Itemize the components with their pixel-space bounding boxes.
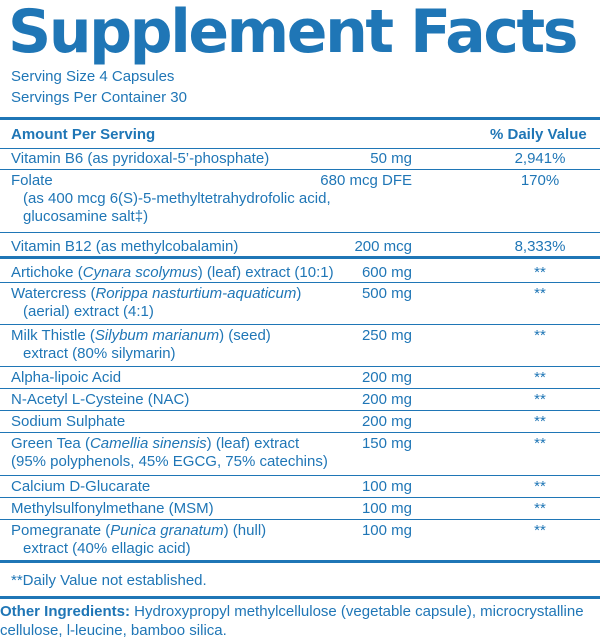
ingredient-amount: 100 mg [361, 478, 412, 495]
ingredient-name: N-Acetyl L-Cysteine (NAC) [11, 391, 190, 408]
table-row: Pomegranate (Punica granatum) (hull) ext… [0, 520, 600, 560]
ingredient-daily-value: ** [534, 435, 546, 452]
ingredient-daily-value: ** [534, 327, 546, 344]
nutrient-table: Amount Per Serving % Daily Value Vitamin… [0, 117, 600, 563]
ingredient-amount: 200 mg [361, 413, 412, 430]
ingredient-name: Milk Thistle (Silybum marianum) (seed) e… [11, 327, 271, 362]
nutrient-name: Vitamin B6 (as pyridoxal-5’-phosphate) [11, 150, 270, 167]
ingredient-daily-value: ** [534, 478, 546, 495]
other-ingredients-text: Hydroxypropyl methylcellulose (vegetable… [0, 603, 584, 639]
ingredient-name: Sodium Sulphate [11, 413, 126, 430]
amount-per-serving-header: Amount Per Serving [11, 126, 156, 143]
table-row: Watercress (Rorippa nasturtium-aquaticum… [0, 283, 600, 325]
nutrient-daily-value: 170% [520, 172, 560, 189]
table-row: N-Acetyl L-Cysteine (NAC) 200 mg ** [0, 389, 600, 411]
ingredient-amount: 200 mg [361, 369, 412, 386]
ingredient-name: Alpha-lipoic Acid [11, 369, 122, 386]
ingredient-amount: 250 mg [361, 327, 412, 344]
ingredient-amount: 150 mg [361, 435, 412, 452]
ingredient-name: Pomegranate (Punica granatum) (hull) ext… [11, 522, 267, 557]
ingredient-daily-value: ** [534, 264, 546, 281]
nutrient-amount: 680 mcg DFE [320, 172, 412, 189]
table-header: Amount Per Serving % Daily Value [0, 120, 600, 149]
ingredient-amount: 100 mg [361, 522, 412, 539]
table-row: Vitamin B12 (as methylcobalamin) 200 mcg… [0, 233, 600, 259]
ingredient-amount: 100 mg [361, 500, 412, 517]
ingredient-amount: 500 mg [361, 285, 412, 302]
servings-per-container: Servings Per Container 30 [11, 89, 187, 106]
ingredient-daily-value: ** [534, 522, 546, 539]
table-row: Milk Thistle (Silybum marianum) (seed) e… [0, 325, 600, 367]
ingredient-name: Watercress (Rorippa nasturtium-aquaticum… [11, 285, 302, 320]
other-ingredients-label: Other Ingredients: [0, 603, 131, 620]
panel-title: Supplement Facts [8, 0, 579, 67]
nutrient-daily-value: 8,333% [514, 238, 566, 255]
ingredient-daily-value: ** [534, 413, 546, 430]
table-row: Artichoke (Cynara scolymus) (leaf) extra… [0, 261, 600, 283]
serving-size: Serving Size 4 Capsules [11, 68, 175, 85]
nutrient-name: Folate (as 400 mcg 6(S)-5-methyltetrahyd… [11, 172, 331, 225]
ingredient-daily-value: ** [534, 391, 546, 408]
ingredient-daily-value: ** [534, 285, 546, 302]
table-row: Methylsulfonylmethane (MSM) 100 mg ** [0, 498, 600, 520]
daily-value-header: % Daily Value [490, 126, 587, 143]
ingredient-amount: 200 mg [361, 391, 412, 408]
ingredient-name: Calcium D-Glucarate [11, 478, 151, 495]
ingredient-daily-value: ** [534, 369, 546, 386]
ingredient-name: Artichoke (Cynara scolymus) (leaf) extra… [11, 264, 334, 281]
nutrient-name: Vitamin B12 (as methylcobalamin) [11, 238, 239, 255]
table-row: Alpha-lipoic Acid 200 mg ** [0, 367, 600, 389]
ingredient-name: Methylsulfonylmethane (MSM) [11, 500, 214, 517]
daily-value-footnote: **Daily Value not established. [11, 572, 207, 589]
table-row: Sodium Sulphate 200 mg ** [0, 411, 600, 433]
ingredient-amount: 600 mg [361, 264, 412, 281]
ingredient-daily-value: ** [534, 500, 546, 517]
table-row: Vitamin B6 (as pyridoxal-5’-phosphate) 5… [0, 148, 600, 170]
table-row: Green Tea (Camellia sinensis) (leaf) ext… [0, 433, 600, 476]
nutrient-daily-value: 2,941% [514, 150, 566, 167]
ingredient-name: Green Tea (Camellia sinensis) (leaf) ext… [11, 435, 328, 470]
nutrient-amount: 200 mcg [354, 238, 412, 255]
other-ingredients: Other Ingredients: Hydroxypropyl methylc… [0, 596, 600, 640]
table-row: Folate (as 400 mcg 6(S)-5-methyltetrahyd… [0, 170, 600, 233]
nutrient-amount: 50 mg [370, 150, 412, 167]
table-row: Calcium D-Glucarate 100 mg ** [0, 476, 600, 498]
